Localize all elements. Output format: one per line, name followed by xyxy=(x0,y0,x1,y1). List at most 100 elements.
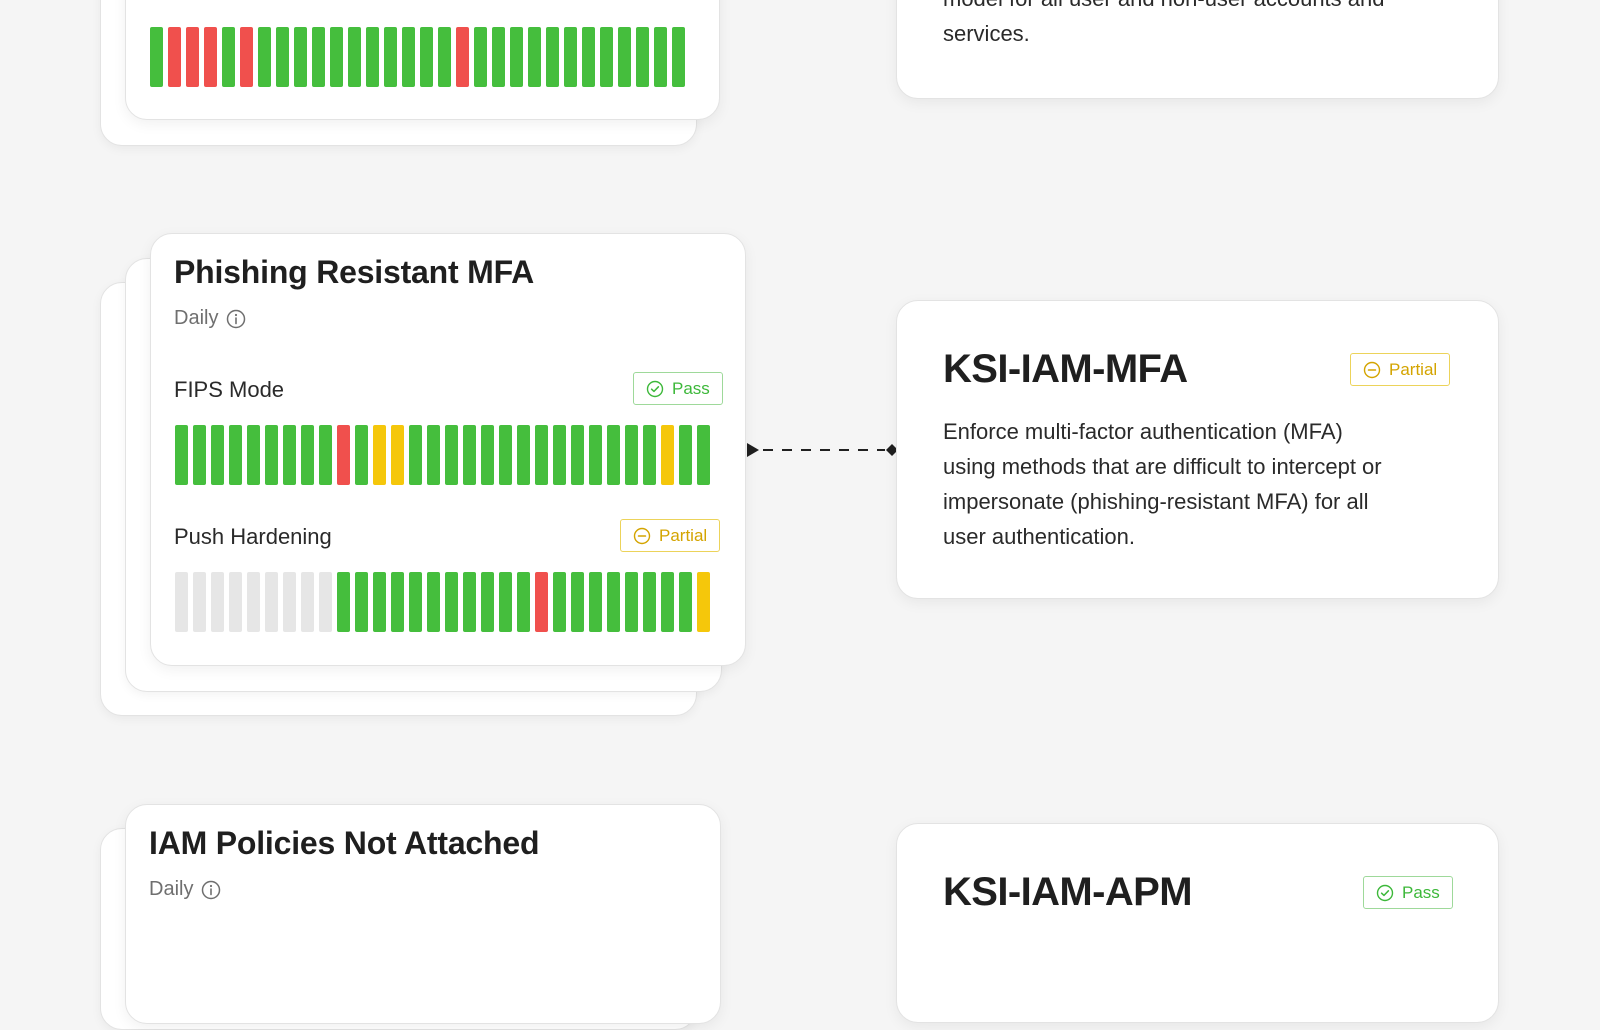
status-bar-pass[interactable] xyxy=(301,425,314,485)
status-bar-fail[interactable] xyxy=(337,425,350,485)
status-bar-no-data[interactable] xyxy=(211,572,224,632)
status-bar-pass[interactable] xyxy=(553,425,566,485)
status-bar-partial[interactable] xyxy=(661,425,674,485)
status-bar-pass[interactable] xyxy=(481,425,494,485)
status-bar-pass[interactable] xyxy=(535,425,548,485)
status-bar-pass[interactable] xyxy=(553,572,566,632)
status-bar-pass[interactable] xyxy=(607,572,620,632)
status-bar-pass[interactable] xyxy=(150,27,163,87)
status-bar-pass[interactable] xyxy=(625,425,638,485)
status-bar-pass[interactable] xyxy=(571,425,584,485)
status-bar-pass[interactable] xyxy=(463,572,476,632)
status-bar-pass[interactable] xyxy=(222,27,235,87)
info-icon[interactable] xyxy=(201,880,221,900)
status-bar-pass[interactable] xyxy=(697,425,710,485)
status-bar-pass[interactable] xyxy=(355,572,368,632)
status-bar-pass[interactable] xyxy=(517,572,530,632)
status-bar-pass[interactable] xyxy=(312,27,325,87)
status-bar-pass[interactable] xyxy=(481,572,494,632)
status-bar-pass[interactable] xyxy=(438,27,451,87)
iam-policies-not-attached-card[interactable]: IAM Policies Not Attached Daily xyxy=(125,804,721,1024)
status-bar-pass[interactable] xyxy=(499,425,512,485)
push-hardening-status-badge[interactable]: Partial xyxy=(620,519,721,552)
status-bar-pass[interactable] xyxy=(319,425,332,485)
status-bar-pass[interactable] xyxy=(499,572,512,632)
status-bar-pass[interactable] xyxy=(409,572,422,632)
status-bar-pass[interactable] xyxy=(294,27,307,87)
status-bar-pass[interactable] xyxy=(229,425,242,485)
status-bar-no-data[interactable] xyxy=(175,572,188,632)
status-bar-no-data[interactable] xyxy=(301,572,314,632)
status-bar-pass[interactable] xyxy=(391,572,404,632)
status-bar-pass[interactable] xyxy=(625,572,638,632)
status-bar-pass[interactable] xyxy=(636,27,649,87)
status-bar-pass[interactable] xyxy=(643,425,656,485)
status-bar-pass[interactable] xyxy=(463,425,476,485)
status-bar-fail[interactable] xyxy=(456,27,469,87)
status-bar-pass[interactable] xyxy=(672,27,685,87)
status-bar-pass[interactable] xyxy=(402,27,415,87)
status-bar-pass[interactable] xyxy=(582,27,595,87)
status-bar-pass[interactable] xyxy=(571,572,584,632)
status-bar-pass[interactable] xyxy=(258,27,271,87)
status-bar-pass[interactable] xyxy=(373,572,386,632)
status-bar-pass[interactable] xyxy=(337,572,350,632)
status-bar-partial[interactable] xyxy=(391,425,404,485)
status-bar-pass[interactable] xyxy=(247,425,260,485)
status-bar-pass[interactable] xyxy=(283,425,296,485)
top-check-card[interactable] xyxy=(125,0,720,120)
status-bar-pass[interactable] xyxy=(211,425,224,485)
status-bar-pass[interactable] xyxy=(420,27,433,87)
status-bar-pass[interactable] xyxy=(366,27,379,87)
status-bar-pass[interactable] xyxy=(330,27,343,87)
status-bar-pass[interactable] xyxy=(643,572,656,632)
status-bar-no-data[interactable] xyxy=(247,572,260,632)
status-bar-no-data[interactable] xyxy=(193,572,206,632)
status-bar-pass[interactable] xyxy=(427,425,440,485)
status-bar-pass[interactable] xyxy=(618,27,631,87)
top-ksi-card[interactable]: model for all user and non-user accounts… xyxy=(896,0,1499,99)
status-bar-pass[interactable] xyxy=(589,572,602,632)
status-bar-pass[interactable] xyxy=(654,27,667,87)
status-bar-pass[interactable] xyxy=(193,425,206,485)
ksi-iam-mfa-card[interactable]: KSI-IAM-MFA Partial Enforce multi-factor… xyxy=(896,300,1499,599)
status-bar-pass[interactable] xyxy=(600,27,613,87)
status-bar-fail[interactable] xyxy=(535,572,548,632)
status-bar-no-data[interactable] xyxy=(283,572,296,632)
status-bar-pass[interactable] xyxy=(661,572,674,632)
status-bar-no-data[interactable] xyxy=(265,572,278,632)
status-bar-pass[interactable] xyxy=(384,27,397,87)
phishing-resistant-mfa-card[interactable]: Phishing Resistant MFA Daily FIPS Mode P… xyxy=(150,233,746,666)
status-bar-pass[interactable] xyxy=(679,425,692,485)
status-bar-pass[interactable] xyxy=(607,425,620,485)
status-bar-fail[interactable] xyxy=(204,27,217,87)
ksi-iam-mfa-status-badge[interactable]: Partial xyxy=(1350,353,1451,386)
status-bar-pass[interactable] xyxy=(679,572,692,632)
status-bar-pass[interactable] xyxy=(474,27,487,87)
status-bar-fail[interactable] xyxy=(240,27,253,87)
status-bar-pass[interactable] xyxy=(564,27,577,87)
status-bar-no-data[interactable] xyxy=(319,572,332,632)
status-bar-pass[interactable] xyxy=(348,27,361,87)
status-bar-fail[interactable] xyxy=(168,27,181,87)
info-icon[interactable] xyxy=(226,309,246,329)
status-bar-pass[interactable] xyxy=(355,425,368,485)
status-bar-pass[interactable] xyxy=(409,425,422,485)
status-bar-pass[interactable] xyxy=(445,572,458,632)
status-bar-no-data[interactable] xyxy=(229,572,242,632)
ksi-iam-apm-status-badge[interactable]: Pass xyxy=(1363,876,1453,909)
status-bar-pass[interactable] xyxy=(492,27,505,87)
status-bar-pass[interactable] xyxy=(589,425,602,485)
status-bar-pass[interactable] xyxy=(510,27,523,87)
ksi-iam-apm-card[interactable]: KSI-IAM-APM Pass xyxy=(896,823,1499,1023)
status-bar-partial[interactable] xyxy=(373,425,386,485)
status-bar-partial[interactable] xyxy=(697,572,710,632)
status-bar-pass[interactable] xyxy=(276,27,289,87)
status-bar-pass[interactable] xyxy=(265,425,278,485)
status-bar-pass[interactable] xyxy=(175,425,188,485)
status-bar-pass[interactable] xyxy=(528,27,541,87)
status-bar-fail[interactable] xyxy=(186,27,199,87)
status-bar-pass[interactable] xyxy=(445,425,458,485)
fips-mode-status-badge[interactable]: Pass xyxy=(633,372,723,405)
status-bar-pass[interactable] xyxy=(427,572,440,632)
